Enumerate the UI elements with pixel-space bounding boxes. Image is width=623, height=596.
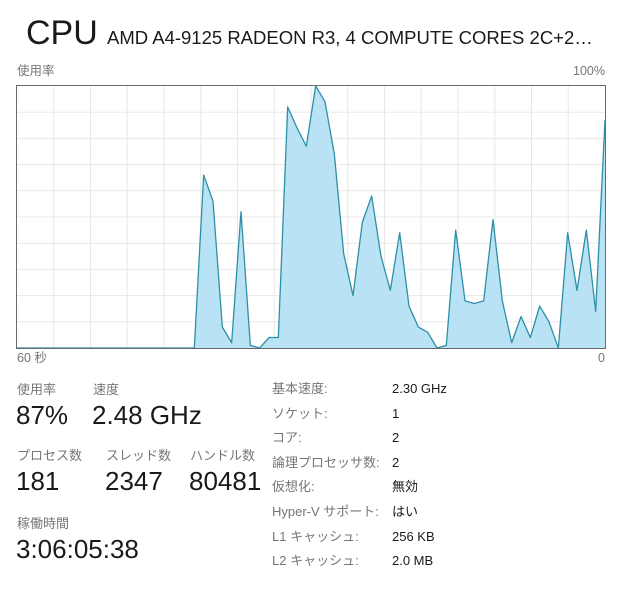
spec-value: 2.30 GHz bbox=[392, 381, 447, 396]
spec-row: 仮想化: 無効 bbox=[272, 477, 612, 502]
cpu-model-name: AMD A4-9125 RADEON R3, 4 COMPUTE CORES 2… bbox=[107, 27, 593, 48]
spec-row: コア: 2 bbox=[272, 428, 612, 453]
spec-row: L2 キャッシュ: 2.0 MB bbox=[272, 551, 612, 576]
utilization-label: 使用率 bbox=[17, 382, 57, 397]
spec-row: L1 キャッシュ: 256 KB bbox=[272, 527, 612, 552]
cpu-usage-area bbox=[17, 86, 605, 348]
cpu-header: CPU AMD A4-9125 RADEON R3, 4 COMPUTE COR… bbox=[0, 0, 623, 62]
spec-key: 論理プロセッサ数: bbox=[272, 454, 380, 470]
spec-value: 無効 bbox=[392, 479, 419, 495]
spec-value: 1 bbox=[392, 405, 400, 421]
threads-value: 2347 bbox=[105, 466, 163, 496]
graph-y-axis-label: 使用率 bbox=[17, 64, 55, 78]
spec-key: ソケット: bbox=[272, 405, 328, 421]
spec-value: 2 bbox=[392, 430, 400, 446]
spec-row: ソケット: 1 bbox=[272, 404, 612, 429]
spec-key: Hyper-V サポート: bbox=[272, 503, 379, 519]
spec-key: 基本速度: bbox=[272, 381, 328, 396]
spec-row: 基本速度: 2.30 GHz bbox=[272, 379, 612, 404]
processes-label: プロセス数 bbox=[17, 448, 83, 463]
processes-value: 181 bbox=[16, 466, 60, 496]
threads-label: スレッド数 bbox=[106, 448, 172, 463]
spec-row: 論理プロセッサ数: 2 bbox=[272, 453, 612, 478]
spec-key: L2 キャッシュ: bbox=[272, 553, 359, 569]
graph-x-axis-left: 60 秒 bbox=[17, 351, 47, 365]
spec-key: コア: bbox=[272, 430, 302, 446]
page-title: CPU bbox=[26, 14, 98, 52]
spec-key: L1 キャッシュ: bbox=[272, 528, 359, 544]
handles-value: 80481 bbox=[189, 466, 262, 496]
uptime-value: 3:06:05:38 bbox=[16, 534, 139, 564]
uptime-label: 稼働時間 bbox=[17, 516, 70, 531]
spec-key: 仮想化: bbox=[272, 479, 315, 495]
utilization-value: 87% bbox=[16, 400, 69, 430]
cpu-stats-panel: 使用率 87% 速度 2.48 GHz プロセス数 181 スレッド数 2347… bbox=[0, 372, 270, 572]
graph-y-axis-max: 100% bbox=[573, 64, 605, 78]
spec-value: 2 bbox=[392, 454, 400, 470]
spec-value: 256 KB bbox=[392, 528, 435, 544]
spec-value: はい bbox=[392, 503, 419, 519]
spec-value: 2.0 MB bbox=[392, 553, 434, 569]
graph-x-axis-right: 0 bbox=[598, 351, 605, 365]
speed-label: 速度 bbox=[93, 382, 120, 397]
cpu-usage-line bbox=[17, 86, 605, 348]
cpu-utilization-plot bbox=[17, 86, 605, 348]
cpu-utilization-graph[interactable] bbox=[16, 85, 606, 349]
cpu-specs-list: 基本速度: 2.30 GHz ソケット: 1 コア: 2 論理プロセッサ数: 2 仮想化: 無効 H… bbox=[272, 379, 612, 576]
speed-value: 2.48 GHz bbox=[92, 400, 202, 430]
spec-row: Hyper-V サポート: はい bbox=[272, 502, 612, 527]
handles-label: ハンドル数 bbox=[190, 448, 256, 463]
